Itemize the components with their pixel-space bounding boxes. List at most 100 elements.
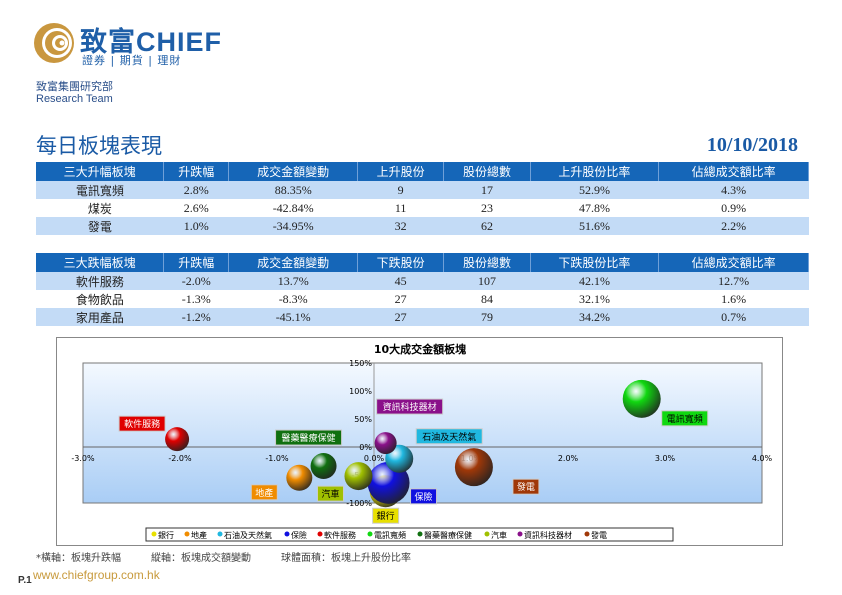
bubble-9 xyxy=(374,432,397,455)
website-link[interactable]: www.chiefgroup.com.hk xyxy=(33,568,160,582)
bubble-8 xyxy=(344,462,373,491)
table-cell: -42.84% xyxy=(272,200,314,215)
bubble-label: 資訊科技器材 xyxy=(383,401,437,413)
legend-marker-icon xyxy=(151,531,157,537)
y-tick-label: 0% xyxy=(359,443,372,452)
column-header: 下跌股份 xyxy=(357,253,445,272)
x-tick-label: -3.0% xyxy=(71,454,95,463)
table-cell: -1.2% xyxy=(163,308,229,326)
bubble-7 xyxy=(310,453,337,480)
column-header: 佔總成交額比率 xyxy=(658,253,809,272)
table-cell: 9 xyxy=(357,181,444,199)
column-header: 升跌幅 xyxy=(163,253,230,272)
bubble-label: 保險 xyxy=(415,491,433,503)
bubble-chart-svg: 10大成交金額板塊-3.0%-2.0%-1.0%0.0%1.0%2.0%3.0%… xyxy=(71,342,773,542)
department: 致富集團研究部 xyxy=(36,80,113,93)
header-row: 三大跌幅板塊 升跌幅 成交金額變動 下跌股份 股份總數 下跌股份比率 佔總成交額比率 xyxy=(36,253,809,272)
y-tick-label: 100% xyxy=(349,387,372,396)
table-cell: 12.7% xyxy=(658,272,809,290)
table-cell: 62 xyxy=(443,217,531,235)
legend-marker-icon xyxy=(584,531,590,537)
column-header: 下跌股份比率 xyxy=(530,253,660,272)
x-tick-label: 4.0% xyxy=(752,454,773,463)
legend-marker-icon xyxy=(517,531,523,537)
table-row: 電訊寬頻 2.8% 88.35% 9 17 52.9% 4.3% xyxy=(36,181,809,199)
legend-entry: 軟件服務 xyxy=(324,530,356,540)
bubble-label-bg xyxy=(376,398,444,415)
bubble-label-bg xyxy=(410,488,438,505)
table-cell: -1.3% xyxy=(181,291,211,306)
table-cell: 電訊寬頻 xyxy=(36,181,164,199)
x-tick-label: -2.0% xyxy=(168,454,192,463)
legend-entry: 汽車 xyxy=(491,530,507,540)
table-cell: 1.6% xyxy=(721,291,747,306)
x-tick-label: 3.0% xyxy=(655,454,676,463)
table-cell: 32 xyxy=(357,217,444,235)
table-cell: 79 xyxy=(443,308,531,326)
table-cell: 家用產品 xyxy=(36,308,164,326)
y-tick-label: -100% xyxy=(346,499,372,508)
table-row: 家用產品 -1.2% -45.1% 27 79 34.2% 0.7% xyxy=(36,308,809,326)
bubble-label: 發電 xyxy=(517,481,535,493)
legend-entry: 電訊寬頻 xyxy=(374,530,406,540)
column-header: 佔總成交額比率 xyxy=(658,162,809,181)
table-cell: -45.1% xyxy=(228,308,358,326)
brand-name: 致富CHIEF xyxy=(80,27,222,57)
column-header: 上升股份 xyxy=(357,162,445,181)
bubble-label: 石油及天然氣 xyxy=(422,431,476,443)
table-cell: 0.7% xyxy=(658,308,809,326)
table-cell: 107 xyxy=(443,272,531,290)
table-cell: 42.1% xyxy=(530,272,659,290)
table-cell: 4.3% xyxy=(658,181,809,199)
table-row: 軟件服務 -2.0% 13.7% 45 107 42.1% 12.7% xyxy=(36,272,809,290)
table-cell: 52.9% xyxy=(530,181,659,199)
table-cell: 51.6% xyxy=(530,217,659,235)
legend-marker-icon xyxy=(484,531,490,537)
legend-marker-icon xyxy=(284,531,290,537)
table-cell: 2.6% xyxy=(183,200,209,215)
footnote: *橫軸：板塊升跌幅 縱軸：板塊成交額變動 球體面積：板塊上升股份比率 xyxy=(36,553,411,564)
table-cell: 23 xyxy=(480,200,493,215)
x-tick-label: -1.0% xyxy=(265,454,289,463)
y-tick-label: 50% xyxy=(354,415,372,424)
table-row: 發電 1.0% -34.95% 32 62 51.6% 2.2% xyxy=(36,217,809,235)
table-cell: 27 xyxy=(394,291,407,306)
chief-logo-icon xyxy=(34,23,74,63)
column-header: 三大升幅板塊 xyxy=(36,162,165,181)
bubble-chart: 10大成交金額板塊-3.0%-2.0%-1.0%0.0%1.0%2.0%3.0%… xyxy=(56,337,783,546)
legend-entry: 保險 xyxy=(291,530,307,540)
column-header: 成交金額變動 xyxy=(228,253,358,272)
header-row: 三大升幅板塊 升跌幅 成交金額變動 上升股份 股份總數 上升股份比率 佔總成交額比率 xyxy=(36,162,809,181)
bubble-label-bg xyxy=(415,428,483,445)
legend-marker-icon xyxy=(217,531,223,537)
bubble-label-bg xyxy=(661,410,709,427)
bubble-label: 醫藥醫療保健 xyxy=(282,432,336,444)
chart-title: 10大成交金額板塊 xyxy=(374,342,466,356)
report-date: 10/10/2018 xyxy=(706,134,798,156)
table-cell: 17 xyxy=(443,181,531,199)
legend-entry: 發電 xyxy=(591,531,607,540)
legend-entry: 石油及天然氣 xyxy=(224,530,272,540)
bubble-5 xyxy=(165,427,190,452)
x-tick-label: 0.0% xyxy=(364,454,385,463)
bubble-label-bg xyxy=(250,484,278,501)
table-cell: 2.8% xyxy=(163,181,229,199)
bubble-label-bg xyxy=(512,478,540,495)
brand-tagline: 證券 | 期貨 | 理財 xyxy=(82,54,182,67)
table-cell: 煤炭 xyxy=(87,201,112,216)
table-cell: 2.2% xyxy=(658,217,809,235)
table-cell: 1.0% xyxy=(163,217,229,235)
bubble-label: 銀行 xyxy=(377,510,395,522)
legend-marker-icon xyxy=(317,531,323,537)
page-title: 每日板塊表現 xyxy=(36,134,162,158)
column-header: 升跌幅 xyxy=(163,162,230,181)
bubble-label-bg xyxy=(316,485,344,502)
top-gainers-table: 三大升幅板塊 升跌幅 成交金額變動 上升股份 股份總數 上升股份比率 佔總成交額比率 電訊寬頻… xyxy=(36,162,809,235)
column-header: 股份總數 xyxy=(443,253,531,272)
bubble-6 xyxy=(622,379,661,418)
bubble-label: 電訊寬頻 xyxy=(667,413,703,425)
top-losers-table: 三大跌幅板塊 升跌幅 成交金額變動 下跌股份 股份總數 下跌股份比率 佔總成交額比率 軟件服務… xyxy=(36,253,809,326)
table-cell: 27 xyxy=(357,308,444,326)
y-tick-label: 150% xyxy=(349,359,372,368)
table-cell: 45 xyxy=(357,272,444,290)
